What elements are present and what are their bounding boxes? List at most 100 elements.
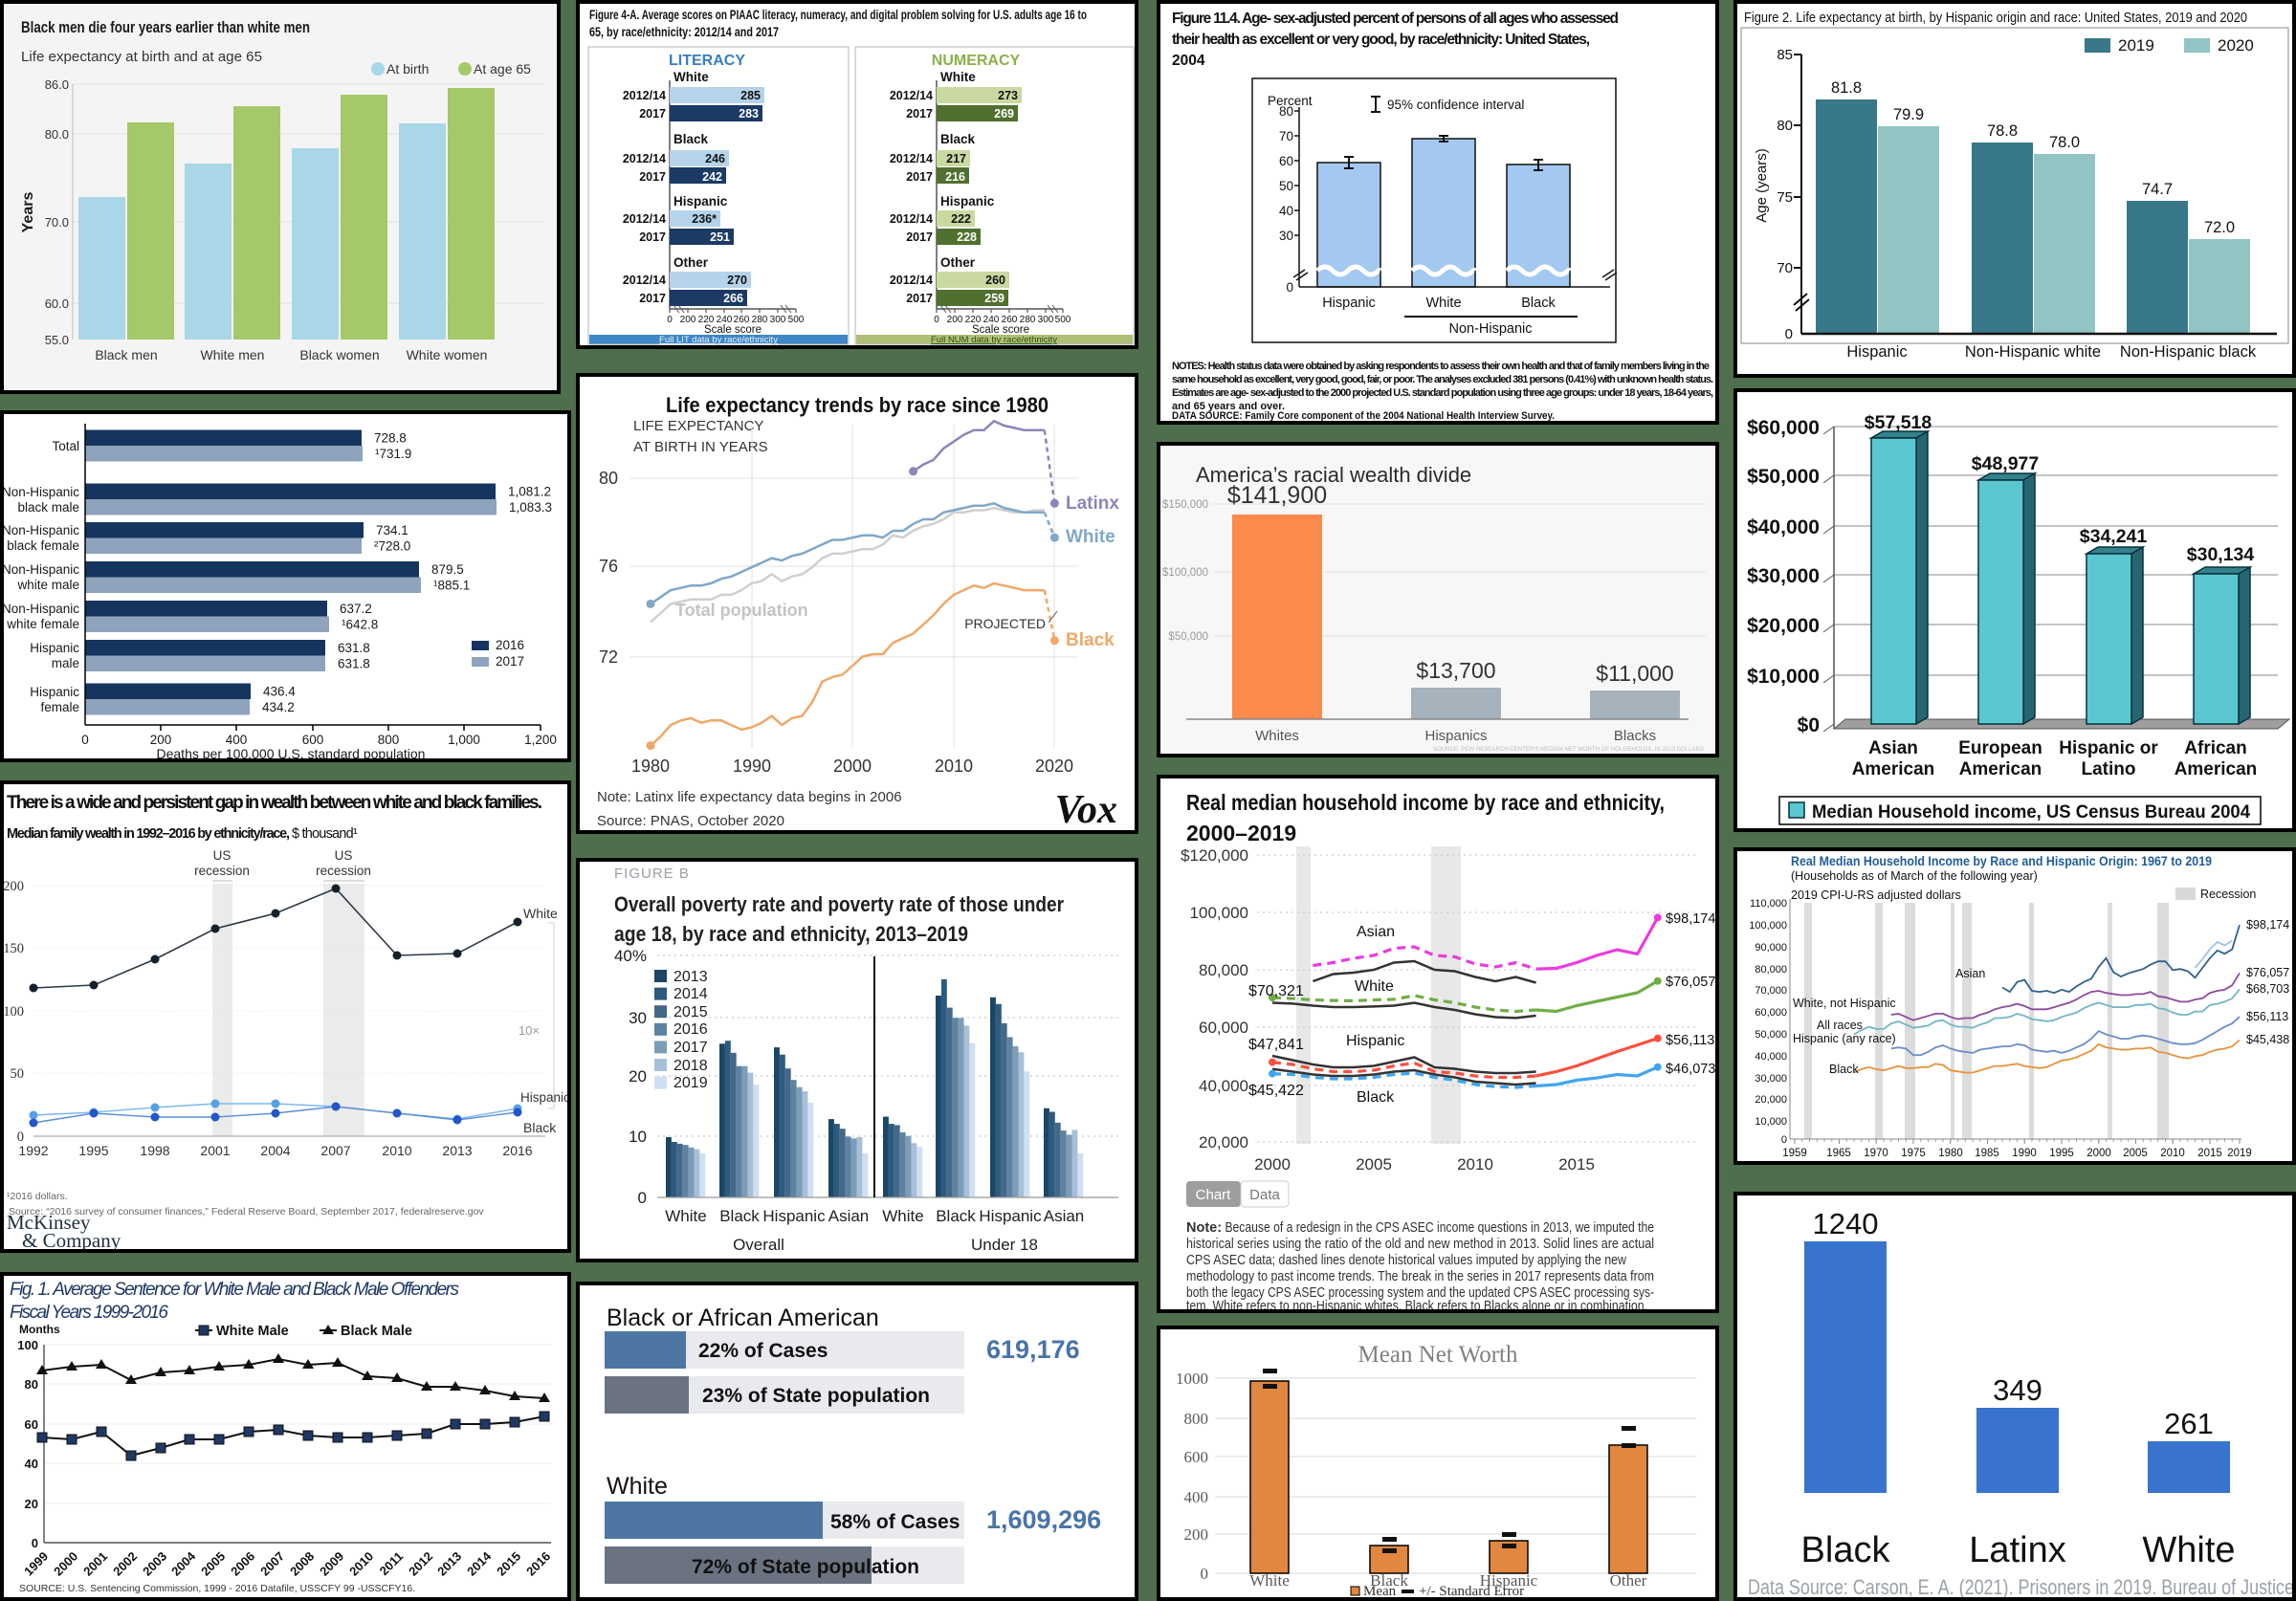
svg-text:1980: 1980 <box>1938 1148 1963 1159</box>
svg-text:280: 280 <box>1020 315 1036 325</box>
svg-text:216: 216 <box>945 170 965 184</box>
svg-text:black male: black male <box>17 500 79 515</box>
svg-text:2000: 2000 <box>833 757 872 776</box>
svg-text:220: 220 <box>965 315 982 325</box>
svg-text:40: 40 <box>25 1457 38 1471</box>
svg-text:2000: 2000 <box>51 1549 80 1579</box>
svg-text:$48,977: $48,977 <box>1972 453 2040 474</box>
svg-text:¹642.8: ¹642.8 <box>342 618 378 632</box>
svg-text:and 65 years and over.: and 65 years and over. <box>1172 401 1285 412</box>
svg-text:2017: 2017 <box>906 170 933 184</box>
svg-text:600: 600 <box>1184 1448 1209 1466</box>
svg-text:2017: 2017 <box>639 230 666 244</box>
svg-text:White: White <box>1249 1571 1290 1590</box>
svg-text:2020: 2020 <box>1035 757 1073 776</box>
svg-text:1999: 1999 <box>21 1549 51 1579</box>
svg-text:400: 400 <box>1184 1488 1209 1506</box>
svg-text:Hispanic or: Hispanic or <box>2059 738 2158 758</box>
svg-text:436.4: 436.4 <box>263 685 296 699</box>
svg-text:$50,000: $50,000 <box>1168 631 1208 643</box>
svg-text:434.2: 434.2 <box>262 700 295 714</box>
svg-text:Figure 2. Life expectancy at b: Figure 2. Life expectancy at birth, by H… <box>1744 11 2247 26</box>
svg-text:1,081.2: 1,081.2 <box>508 485 551 499</box>
svg-text:0: 0 <box>667 315 673 325</box>
svg-text:110,000: 110,000 <box>1750 898 1787 910</box>
svg-text:60,000: 60,000 <box>1199 1019 1248 1037</box>
svg-text:age 18, by race and ethnicity,: age 18, by race and ethnicity, 2013–2019 <box>614 922 968 946</box>
svg-text:273: 273 <box>998 89 1018 102</box>
svg-text:Years: Years <box>20 192 36 233</box>
svg-text:0: 0 <box>1201 1565 1209 1583</box>
svg-text:NOTES: Health status data were: NOTES: Health status data were obtained … <box>1172 361 1710 372</box>
svg-text:Black: Black <box>523 1120 557 1135</box>
svg-text:Hispanic: Hispanic <box>520 1090 567 1105</box>
svg-text:0: 0 <box>1781 1134 1787 1146</box>
svg-text:637.2: 637.2 <box>340 602 372 616</box>
svg-text:1970: 1970 <box>1864 1148 1888 1159</box>
svg-text:2019: 2019 <box>673 1075 708 1091</box>
svg-text:349: 349 <box>1993 1373 2042 1407</box>
svg-text:246: 246 <box>705 152 725 165</box>
svg-text:$98,174: $98,174 <box>2246 918 2289 932</box>
svg-text:2010: 2010 <box>346 1549 376 1579</box>
svg-text:879.5: 879.5 <box>431 562 464 577</box>
svg-text:80: 80 <box>1279 104 1293 119</box>
svg-text:217: 217 <box>946 152 966 165</box>
svg-text:Real Median Household Income b: Real Median Household Income by Race and… <box>1791 854 2212 868</box>
svg-text:same household as excellent, v: same household as excellent, very good, … <box>1172 374 1713 385</box>
svg-text:266: 266 <box>723 292 743 305</box>
svg-text:2001: 2001 <box>200 1143 230 1158</box>
svg-text:Scale score: Scale score <box>704 324 762 336</box>
svg-text:Hispanic: Hispanic <box>762 1207 826 1225</box>
svg-text:40: 40 <box>1279 204 1293 218</box>
svg-text:Note: Because of a redesign in: Note: Because of a redesign in the CPS A… <box>1186 1220 1654 1236</box>
svg-text:SOURCE: PEW RESEARCH CENTER'S: SOURCE: PEW RESEARCH CENTER'S MEDIAN NET… <box>1433 746 1705 753</box>
svg-text:There is a wide and persistent: There is a wide and persistent gap in we… <box>7 793 542 813</box>
svg-text:2012/14: 2012/14 <box>890 274 933 287</box>
svg-text:$56,113: $56,113 <box>1666 1033 1714 1048</box>
svg-text:90,000: 90,000 <box>1755 942 1787 954</box>
svg-text:1959: 1959 <box>1782 1148 1807 1159</box>
svg-text:228: 228 <box>957 230 977 244</box>
svg-text:269: 269 <box>994 107 1014 121</box>
svg-text:20,000: 20,000 <box>1755 1094 1787 1106</box>
svg-text:222: 222 <box>951 212 971 226</box>
svg-text:Data Source: Carson, E. A. (20: Data Source: Carson, E. A. (2021). Priso… <box>1748 1575 2292 1597</box>
svg-text:Full LIT data by race/ethnicit: Full LIT data by race/ethnicity <box>659 335 778 345</box>
svg-text:$11,000: $11,000 <box>1596 661 1673 686</box>
svg-text:Age (years): Age (years) <box>1754 148 1770 223</box>
svg-text:261: 261 <box>2164 1407 2214 1440</box>
svg-text:20: 20 <box>629 1067 647 1086</box>
svg-text:80: 80 <box>599 469 618 488</box>
svg-text:2000–2019: 2000–2019 <box>1186 821 1296 845</box>
svg-text:$76,057: $76,057 <box>2246 966 2289 979</box>
svg-text:White men: White men <box>201 347 265 362</box>
svg-text:White: White <box>665 1207 706 1225</box>
svg-text:Asian: Asian <box>1955 967 1985 980</box>
svg-text:Hispanic: Hispanic <box>940 194 995 208</box>
svg-text:70: 70 <box>1279 129 1293 143</box>
svg-text:White: White <box>1425 296 1461 311</box>
svg-text:74.7: 74.7 <box>2142 181 2173 198</box>
svg-text:Chart: Chart <box>1196 1187 1232 1203</box>
svg-text:$10,000: $10,000 <box>1747 666 1820 688</box>
svg-text:2015: 2015 <box>2197 1148 2222 1159</box>
svg-text:1990: 1990 <box>733 757 771 776</box>
svg-text:70: 70 <box>1777 260 1793 276</box>
svg-text:At birth: At birth <box>386 61 429 77</box>
svg-text:1998: 1998 <box>140 1143 169 1158</box>
svg-text:Mean Net Worth: Mean Net Worth <box>1358 1342 1518 1368</box>
svg-text:72% of State population: 72% of State population <box>692 1556 919 1578</box>
svg-text:259: 259 <box>984 292 1004 305</box>
svg-text:260: 260 <box>734 315 750 325</box>
svg-text:White: White <box>882 1207 923 1225</box>
svg-text:260: 260 <box>1002 315 1018 325</box>
svg-text:Black: Black <box>1357 1089 1395 1106</box>
svg-text:2017: 2017 <box>673 1040 708 1056</box>
svg-text:2004: 2004 <box>1172 53 1205 69</box>
svg-text:20: 20 <box>25 1497 38 1511</box>
svg-text:Vox: Vox <box>1055 788 1117 830</box>
svg-text:Hispanic: Hispanic <box>979 1207 1042 1225</box>
svg-text:Black or African American: Black or African American <box>607 1305 879 1331</box>
svg-text:85: 85 <box>1777 47 1793 63</box>
